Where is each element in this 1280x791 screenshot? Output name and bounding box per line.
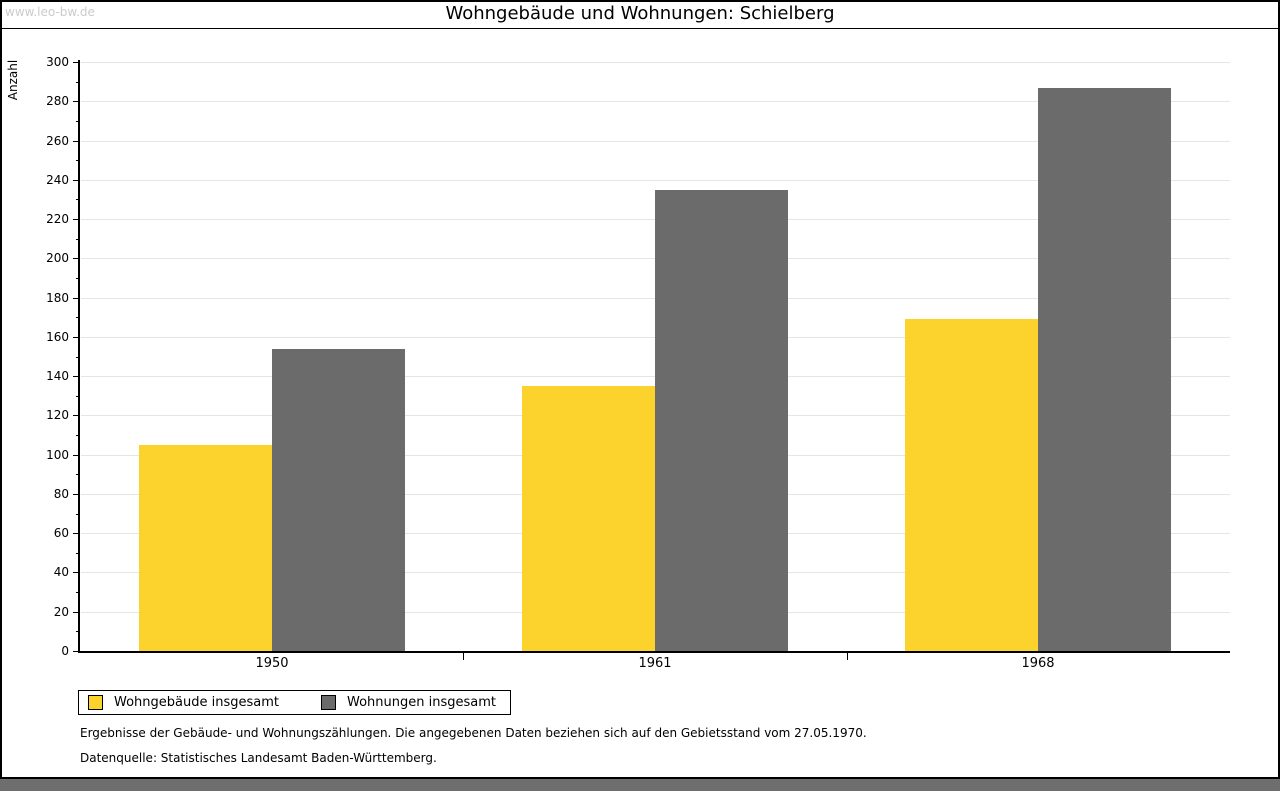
y-major-tick: [73, 533, 80, 534]
bar-1961-series-0: [522, 386, 655, 651]
legend-swatch-icon: [88, 695, 103, 710]
legend: Wohngebäude insgesamt Wohnungen insgesamt: [78, 690, 511, 715]
y-major-tick: [73, 651, 80, 652]
x-boundary-tick: [847, 653, 848, 660]
y-major-tick: [73, 612, 80, 613]
y-axis-title: Anzahl: [6, 59, 20, 101]
y-tick-label: 220: [46, 212, 69, 226]
y-major-tick: [73, 298, 80, 299]
legend-swatch-icon: [321, 695, 336, 710]
y-major-tick: [73, 62, 80, 63]
bar-1950-series-0: [139, 445, 272, 651]
y-tick-label: 100: [46, 448, 69, 462]
legend-label: Wohngebäude insgesamt: [114, 695, 279, 710]
title-separator: [0, 28, 1280, 29]
bar-1968-series-1: [1038, 88, 1171, 651]
page-title: Wohngebäude und Wohnungen: Schielberg: [445, 3, 835, 24]
y-tick-label: 160: [46, 330, 69, 344]
x-axis-line: [78, 651, 1230, 653]
x-boundary-tick: [463, 653, 464, 660]
y-major-tick: [73, 455, 80, 456]
y-major-tick: [73, 337, 80, 338]
y-major-tick: [73, 258, 80, 259]
footnote-line-1: Ergebnisse der Gebäude- und Wohnungszähl…: [80, 726, 867, 740]
y-tick-label: 240: [46, 173, 69, 187]
y-tick-label: 300: [46, 55, 69, 69]
y-tick-label: 0: [61, 644, 69, 658]
y-tick-label: 120: [46, 408, 69, 422]
bar-1950-series-1: [272, 349, 405, 651]
y-tick-label: 180: [46, 291, 69, 305]
y-major-tick: [73, 415, 80, 416]
y-tick-label: 260: [46, 134, 69, 148]
y-tick-label: 20: [53, 605, 69, 619]
legend-label: Wohnungen insgesamt: [347, 695, 496, 710]
y-tick-label: 60: [53, 526, 69, 540]
gridline: [81, 101, 1230, 102]
y-axis-line: [78, 60, 80, 653]
y-tick-label: 200: [46, 251, 69, 265]
y-major-tick: [73, 376, 80, 377]
gridline: [81, 62, 1230, 63]
footnote-line-2: Datenquelle: Statistisches Landesamt Bad…: [80, 751, 437, 765]
watermark: www.leo-bw.de: [5, 5, 95, 19]
y-major-tick: [73, 572, 80, 573]
y-tick-label: 80: [53, 487, 69, 501]
legend-item-1: Wohnungen insgesamt: [321, 695, 496, 710]
gridline: [81, 180, 1230, 181]
y-major-tick: [73, 180, 80, 181]
bar-1968-series-0: [905, 319, 1038, 651]
y-major-tick: [73, 141, 80, 142]
legend-item-0: Wohngebäude insgesamt: [88, 695, 279, 710]
bar-1961-series-1: [655, 190, 788, 651]
x-tick-label: 1961: [638, 656, 672, 671]
y-tick-label: 140: [46, 369, 69, 383]
gridline: [81, 141, 1230, 142]
bottom-strip: [0, 779, 1280, 791]
y-major-tick: [73, 219, 80, 220]
y-tick-label: 280: [46, 94, 69, 108]
y-major-tick: [73, 101, 80, 102]
x-tick-label: 1950: [255, 656, 289, 671]
y-tick-label: 40: [53, 565, 69, 579]
x-tick-label: 1968: [1021, 656, 1055, 671]
y-major-tick: [73, 494, 80, 495]
